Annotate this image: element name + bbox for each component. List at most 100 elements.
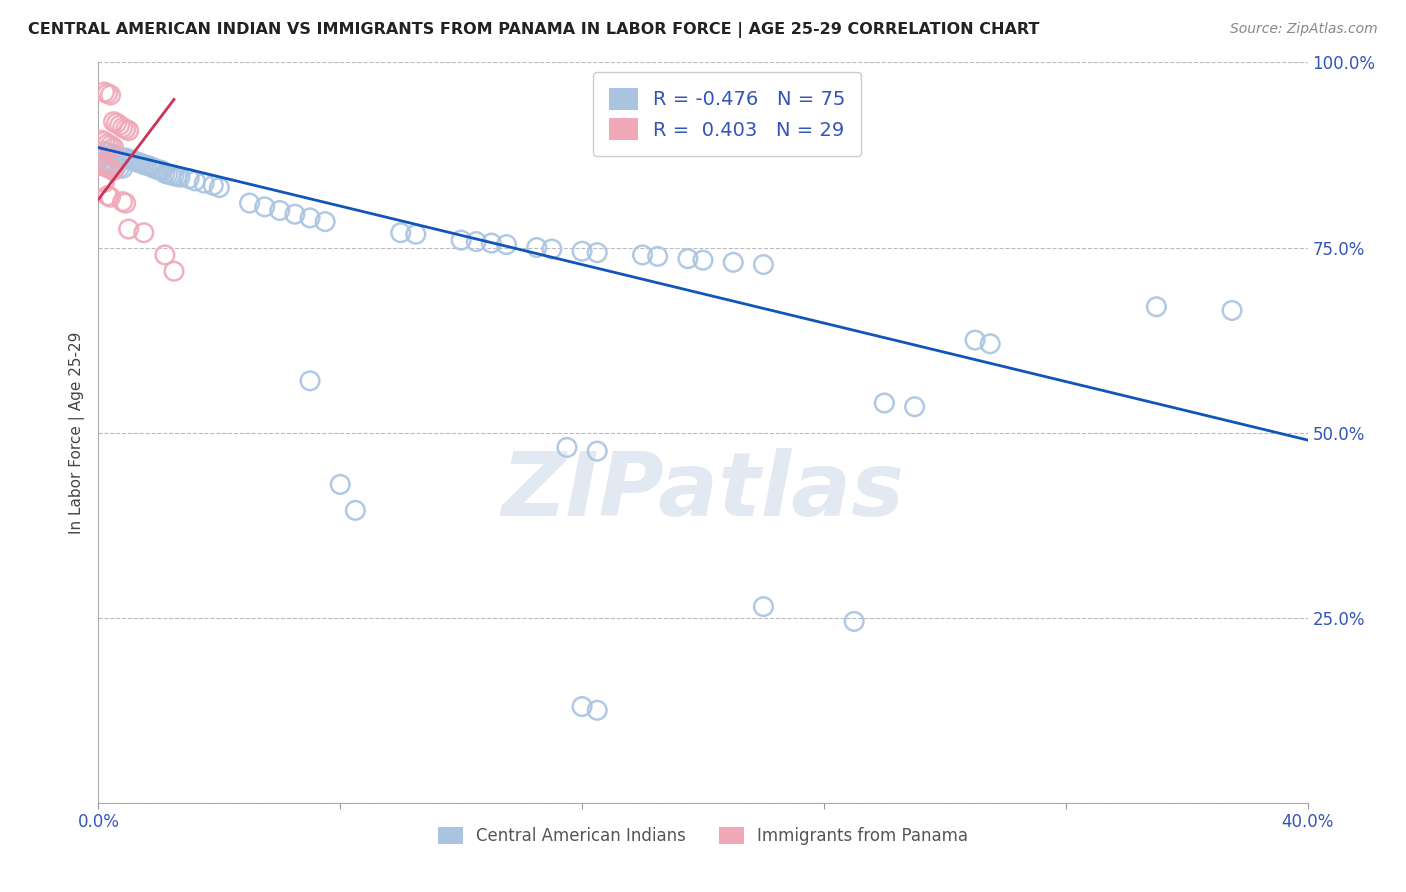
Point	[1220, 303, 1243, 318]
Point	[169, 170, 191, 185]
Point	[269, 203, 291, 218]
Point	[114, 151, 136, 165]
Point	[100, 190, 122, 204]
Point	[526, 240, 548, 255]
Point	[156, 167, 179, 181]
Point	[111, 152, 134, 166]
Point	[108, 119, 131, 133]
Point	[450, 233, 472, 247]
Point	[571, 699, 593, 714]
Point	[121, 153, 143, 168]
Point	[90, 158, 112, 172]
Point	[208, 180, 231, 194]
Point	[148, 162, 170, 177]
Point	[284, 207, 307, 221]
Point	[118, 222, 141, 236]
Point	[389, 226, 412, 240]
Point	[193, 176, 215, 190]
Point	[179, 171, 201, 186]
Point	[132, 158, 155, 172]
Point	[142, 161, 165, 175]
Point	[631, 248, 654, 262]
Point	[586, 444, 609, 458]
Point	[465, 235, 488, 249]
Text: CENTRAL AMERICAN INDIAN VS IMMIGRANTS FROM PANAMA IN LABOR FORCE | AGE 25-29 COR: CENTRAL AMERICAN INDIAN VS IMMIGRANTS FR…	[28, 22, 1039, 38]
Point	[253, 200, 276, 214]
Point	[103, 147, 125, 161]
Point	[108, 161, 131, 175]
Point	[979, 336, 1001, 351]
Point	[100, 148, 122, 162]
Text: Source: ZipAtlas.com: Source: ZipAtlas.com	[1230, 22, 1378, 37]
Point	[873, 396, 896, 410]
Point	[103, 163, 125, 178]
Point	[96, 145, 118, 160]
Point	[481, 236, 503, 251]
Point	[153, 248, 176, 262]
Point	[586, 245, 609, 260]
Point	[114, 122, 136, 136]
Point	[118, 123, 141, 137]
Point	[153, 166, 176, 180]
Point	[100, 88, 122, 103]
Point	[844, 615, 866, 629]
Point	[163, 169, 186, 183]
Point	[93, 154, 115, 169]
Point	[202, 178, 225, 193]
Point	[127, 155, 149, 169]
Point	[139, 159, 162, 173]
Point	[299, 374, 322, 388]
Y-axis label: In Labor Force | Age 25-29: In Labor Force | Age 25-29	[69, 332, 84, 533]
Point	[118, 153, 141, 167]
Point	[124, 153, 146, 168]
Point	[96, 161, 118, 175]
Point	[135, 158, 157, 172]
Point	[108, 150, 131, 164]
Point	[96, 87, 118, 101]
Point	[239, 196, 262, 211]
Point	[752, 258, 775, 272]
Point	[163, 264, 186, 278]
Point	[314, 214, 336, 228]
Point	[184, 174, 207, 188]
Point	[103, 114, 125, 128]
Point	[166, 169, 188, 184]
Point	[904, 400, 927, 414]
Point	[100, 158, 122, 172]
Point	[103, 140, 125, 154]
Point	[93, 175, 115, 189]
Point	[344, 503, 367, 517]
Point	[114, 196, 136, 211]
Point	[647, 249, 669, 263]
Point	[752, 599, 775, 614]
Point	[405, 227, 427, 242]
Point	[105, 149, 128, 163]
Point	[329, 477, 352, 491]
Point	[150, 163, 173, 178]
Point	[160, 168, 183, 182]
Point	[96, 136, 118, 151]
Point	[495, 237, 517, 252]
Legend: Central American Indians, Immigrants from Panama: Central American Indians, Immigrants fro…	[429, 819, 977, 854]
Point	[90, 174, 112, 188]
Point	[96, 156, 118, 170]
Point	[105, 116, 128, 130]
Point	[676, 252, 699, 266]
Point	[129, 156, 152, 170]
Point	[93, 159, 115, 173]
Point	[100, 138, 122, 153]
Point	[111, 161, 134, 176]
Point	[93, 85, 115, 99]
Point	[90, 133, 112, 147]
Point	[111, 194, 134, 209]
Point	[555, 441, 578, 455]
Point	[965, 333, 987, 347]
Point	[96, 188, 118, 202]
Point	[540, 242, 562, 256]
Point	[586, 703, 609, 717]
Point	[105, 159, 128, 173]
Point	[692, 253, 714, 268]
Point	[145, 162, 167, 177]
Point	[723, 255, 745, 269]
Point	[132, 226, 155, 240]
